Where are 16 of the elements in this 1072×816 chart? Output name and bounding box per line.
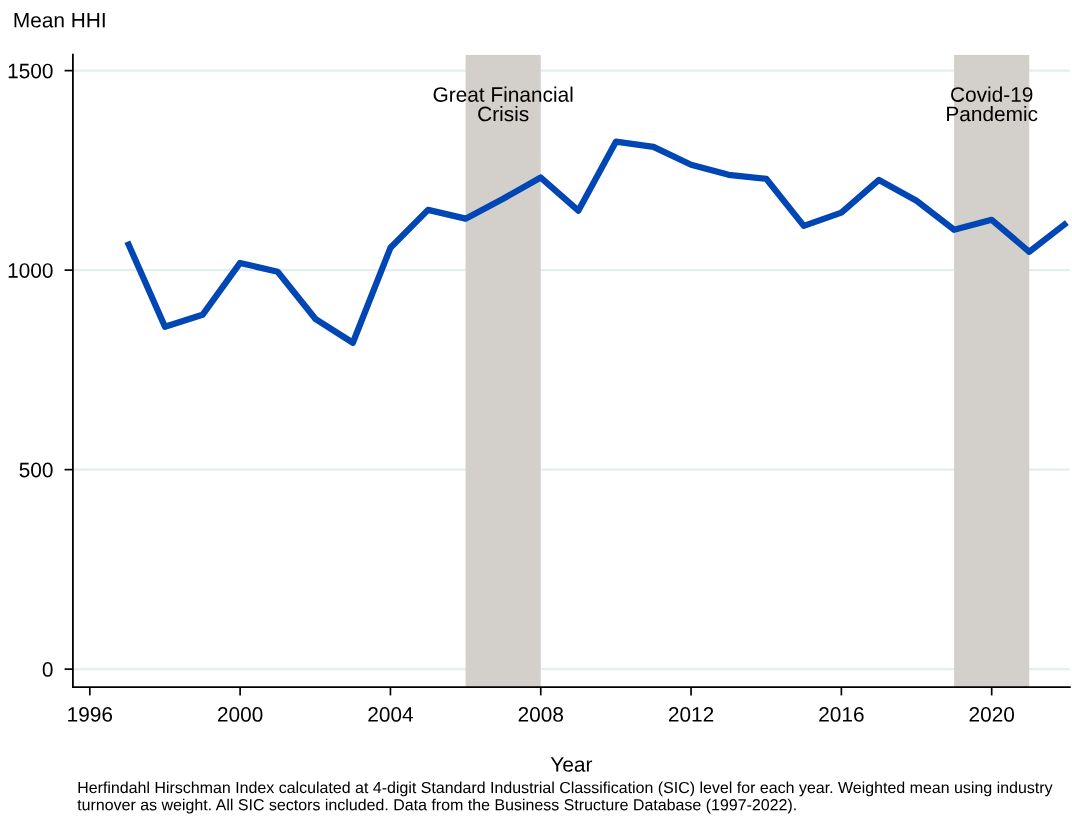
y-tick-label: 500	[19, 462, 53, 478]
y-tick-label: 1500	[8, 63, 53, 79]
x-tick-label: 1996	[68, 707, 113, 722]
y-tick-label: 0	[42, 662, 53, 677]
x-tick-label: 2008	[518, 707, 564, 722]
x-axis-title: Year	[550, 757, 593, 772]
y-tick-label: 1000	[8, 263, 53, 278]
x-tick-label: 2020	[969, 707, 1015, 722]
band-label: Covid-19 Pandemic	[947, 86, 1038, 122]
x-tick-label: 2012	[668, 707, 714, 722]
x-tick-label: 2000	[218, 707, 263, 722]
text: Herfindahl Hirschman Index calculated at 4-digit Standard Industrial Classification (SIC) level for each year. Weighted mean using industry turnover as weight. All SIC sectors included. Data from the Business Structure Database (1997-2022).	[77, 781, 1053, 814]
y-axis-title: Mean HHI	[14, 13, 105, 28]
x-tick-label: 2004	[368, 707, 413, 722]
x-tick-label: 2016	[819, 707, 864, 722]
band-label: Great Financial Crisis	[433, 86, 573, 122]
